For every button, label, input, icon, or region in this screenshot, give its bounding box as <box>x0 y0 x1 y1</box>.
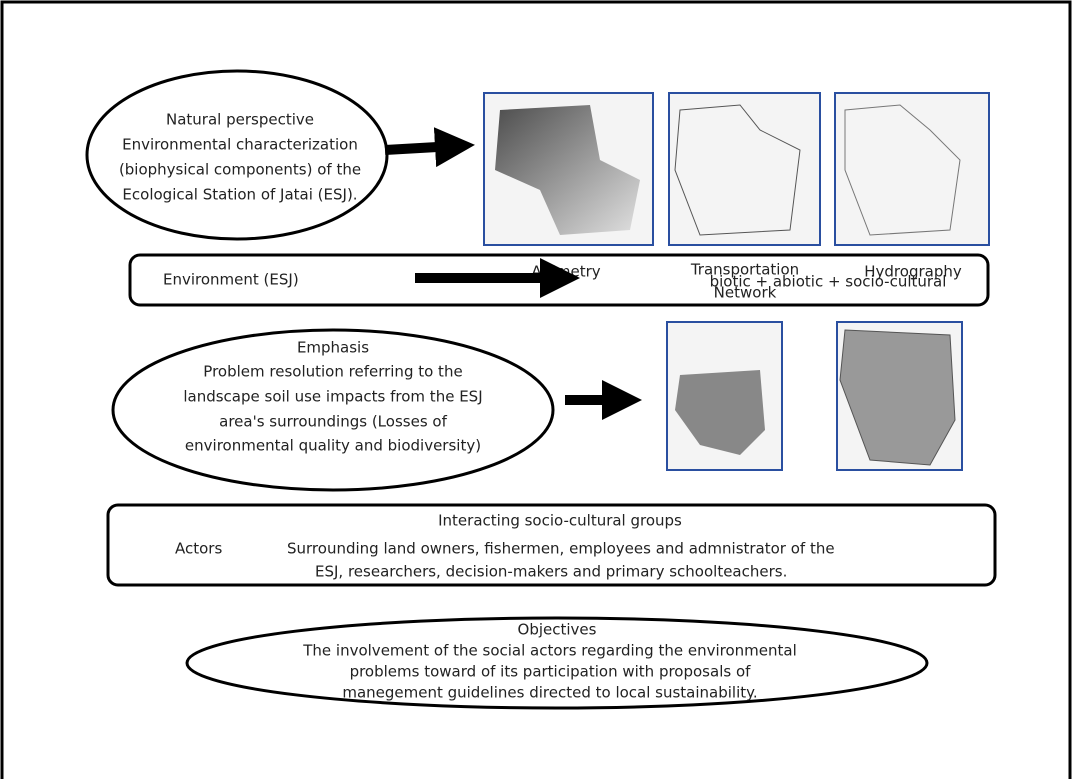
text: Interacting socio-cultural groups <box>438 512 682 530</box>
text: Actors <box>175 540 222 558</box>
text: Ecological Station of Jatai (ESJ). <box>122 186 357 204</box>
text: landscape soil use impacts from the ESJ <box>183 388 482 406</box>
text: Emphasis <box>297 339 369 357</box>
text: problems toward of its participation wit… <box>350 663 752 681</box>
text: Objectives <box>518 621 597 639</box>
text: The involvement of the social actors reg… <box>302 642 797 660</box>
text: Natural perspective <box>166 111 314 129</box>
text: biotic + abiotic + socio-cultural <box>710 273 947 291</box>
arrow <box>385 146 455 150</box>
ellipse <box>87 71 387 239</box>
text: Problem resolution referring to the <box>203 363 462 381</box>
text: ESJ, researchers, decision-makers and pr… <box>315 563 787 581</box>
text: Environmental characterization <box>122 136 358 154</box>
text: Surrounding land owners, fishermen, empl… <box>287 540 835 558</box>
diagram: Natural perspective Environmental charac… <box>0 0 1073 779</box>
text: Environment (ESJ) <box>163 271 299 289</box>
text: (biophysical components) of the <box>119 161 361 179</box>
text: environmental quality and biodiversity) <box>185 437 481 455</box>
map-image <box>835 93 989 245</box>
text: manegement guidelines directed to local … <box>342 684 757 702</box>
text: area's surroundings (Losses of <box>219 413 447 431</box>
